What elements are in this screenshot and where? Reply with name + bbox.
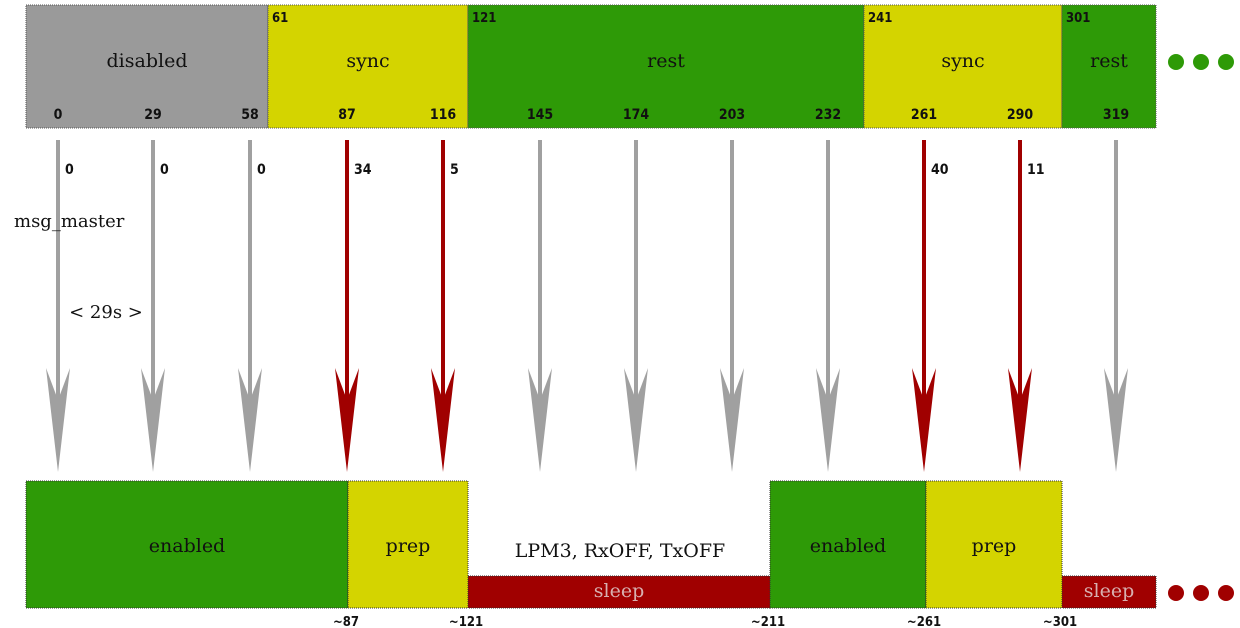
bottom-marker: ~211 (751, 615, 785, 628)
bottom-segment-bar (769, 480, 927, 609)
top-segment-label: disabled (107, 50, 188, 72)
tick-label: 232 (815, 107, 841, 123)
top-segment-bar (1061, 4, 1157, 129)
arrow-head (528, 368, 552, 472)
arrow-head (912, 368, 936, 472)
continuation-dot-bottom (1218, 585, 1234, 601)
arrow-gray (1104, 140, 1128, 472)
arrow-head (238, 368, 262, 472)
arrow-red: 5 (431, 140, 459, 472)
segment-start-label: 301 (1066, 11, 1090, 26)
bottom-segment-bar (25, 480, 349, 609)
arrow-value: 0 (257, 162, 266, 178)
continuation-dot-bottom (1193, 585, 1209, 601)
bottom-segment-prep: prep (925, 480, 1063, 609)
tick-label: 174 (623, 107, 650, 123)
bottom-segment-prep: prep (347, 480, 469, 609)
arrow-gray (528, 140, 552, 472)
arrow-head (141, 368, 165, 472)
bottom-segment-enabled: enabled (25, 480, 349, 609)
bottom-segment-label: prep (386, 535, 431, 557)
arrow-value: 0 (160, 162, 169, 178)
tick-label: 145 (527, 107, 553, 123)
tick-label: 203 (719, 107, 745, 123)
top-segment-sync: sync 241 (863, 4, 1063, 129)
top-segment-label: sync (346, 50, 389, 72)
lpm-label: LPM3, RxOFF, TxOFF (515, 540, 725, 562)
arrow-gray (816, 140, 840, 472)
continuation-dot-bottom (1168, 585, 1184, 601)
arrow-head (46, 368, 70, 472)
arrow-value: 40 (931, 162, 949, 178)
tick-label: 58 (241, 107, 259, 123)
bottom-segment-label: sleep (594, 580, 644, 602)
tick-label: 29 (144, 107, 162, 123)
arrow-value: 5 (450, 162, 459, 178)
top-segment-label: sync (941, 50, 984, 72)
interval-label: < 29s > (69, 302, 143, 323)
top-segment-label: rest (1090, 50, 1128, 72)
arrow-head (1008, 368, 1032, 472)
bottom-segment-sleep: sleep (1061, 575, 1157, 609)
top-segment-rest: rest 301 (1061, 4, 1157, 129)
bottom-marker: ~301 (1043, 615, 1077, 628)
arrow-red: 11 (1008, 140, 1045, 472)
top-segment-bar (467, 4, 865, 129)
top-segment-sync: sync 61 (267, 4, 469, 129)
msg-master-label: msg_master (14, 211, 125, 232)
top-segment-bar (25, 4, 269, 129)
bottom-segment-label: enabled (810, 535, 886, 557)
arrow-red: 34 (335, 140, 372, 472)
arrow-value: 34 (354, 162, 372, 178)
bottom-segment-label: enabled (149, 535, 225, 557)
tick-label: 261 (911, 107, 937, 123)
bottom-segment-bar (1061, 575, 1157, 609)
tick-label: 319 (1103, 107, 1129, 123)
top-segment-rest: rest 121 (467, 4, 865, 129)
continuation-dot-top (1168, 54, 1184, 70)
bottom-segment-sleep: sleep (467, 575, 771, 609)
top-segment-disabled: disabled (25, 4, 269, 129)
bottom-segment-enabled: enabled (769, 480, 927, 609)
arrow-value: 11 (1027, 162, 1045, 178)
arrow-gray (720, 140, 744, 472)
arrow-gray: 0 (141, 140, 169, 472)
top-segment-label: rest (647, 50, 685, 72)
continuation-dot-top (1218, 54, 1234, 70)
arrow-head (816, 368, 840, 472)
bottom-segment-bar (467, 575, 771, 609)
arrow-head (431, 368, 455, 472)
segment-start-label: 241 (868, 11, 892, 26)
top-segment-bar (863, 4, 1063, 129)
continuation-dot-top (1193, 54, 1209, 70)
arrow-head (335, 368, 359, 472)
bottom-segment-bar (347, 480, 469, 609)
arrow-head (1104, 368, 1128, 472)
tick-label: 290 (1007, 107, 1034, 123)
tick-label: 116 (430, 107, 457, 123)
bottom-segment-label: sleep (1084, 580, 1134, 602)
bottom-segment-label: prep (972, 535, 1017, 557)
arrow-gray: 0 (46, 140, 74, 472)
arrow-gray (624, 140, 648, 472)
arrow-head (624, 368, 648, 472)
tick-label: 0 (54, 107, 63, 123)
arrow-red: 40 (912, 140, 949, 472)
bottom-segment-bar (925, 480, 1063, 609)
bottom-marker: ~261 (907, 615, 941, 628)
arrow-head (720, 368, 744, 472)
segment-start-label: 61 (272, 11, 288, 26)
arrow-value: 0 (65, 162, 74, 178)
bottom-marker: ~87 (333, 615, 359, 628)
top-segment-bar (267, 4, 469, 129)
segment-start-label: 121 (472, 11, 496, 26)
bottom-marker: ~121 (449, 615, 483, 628)
tick-label: 87 (338, 107, 356, 123)
arrow-gray: 0 (238, 140, 266, 472)
